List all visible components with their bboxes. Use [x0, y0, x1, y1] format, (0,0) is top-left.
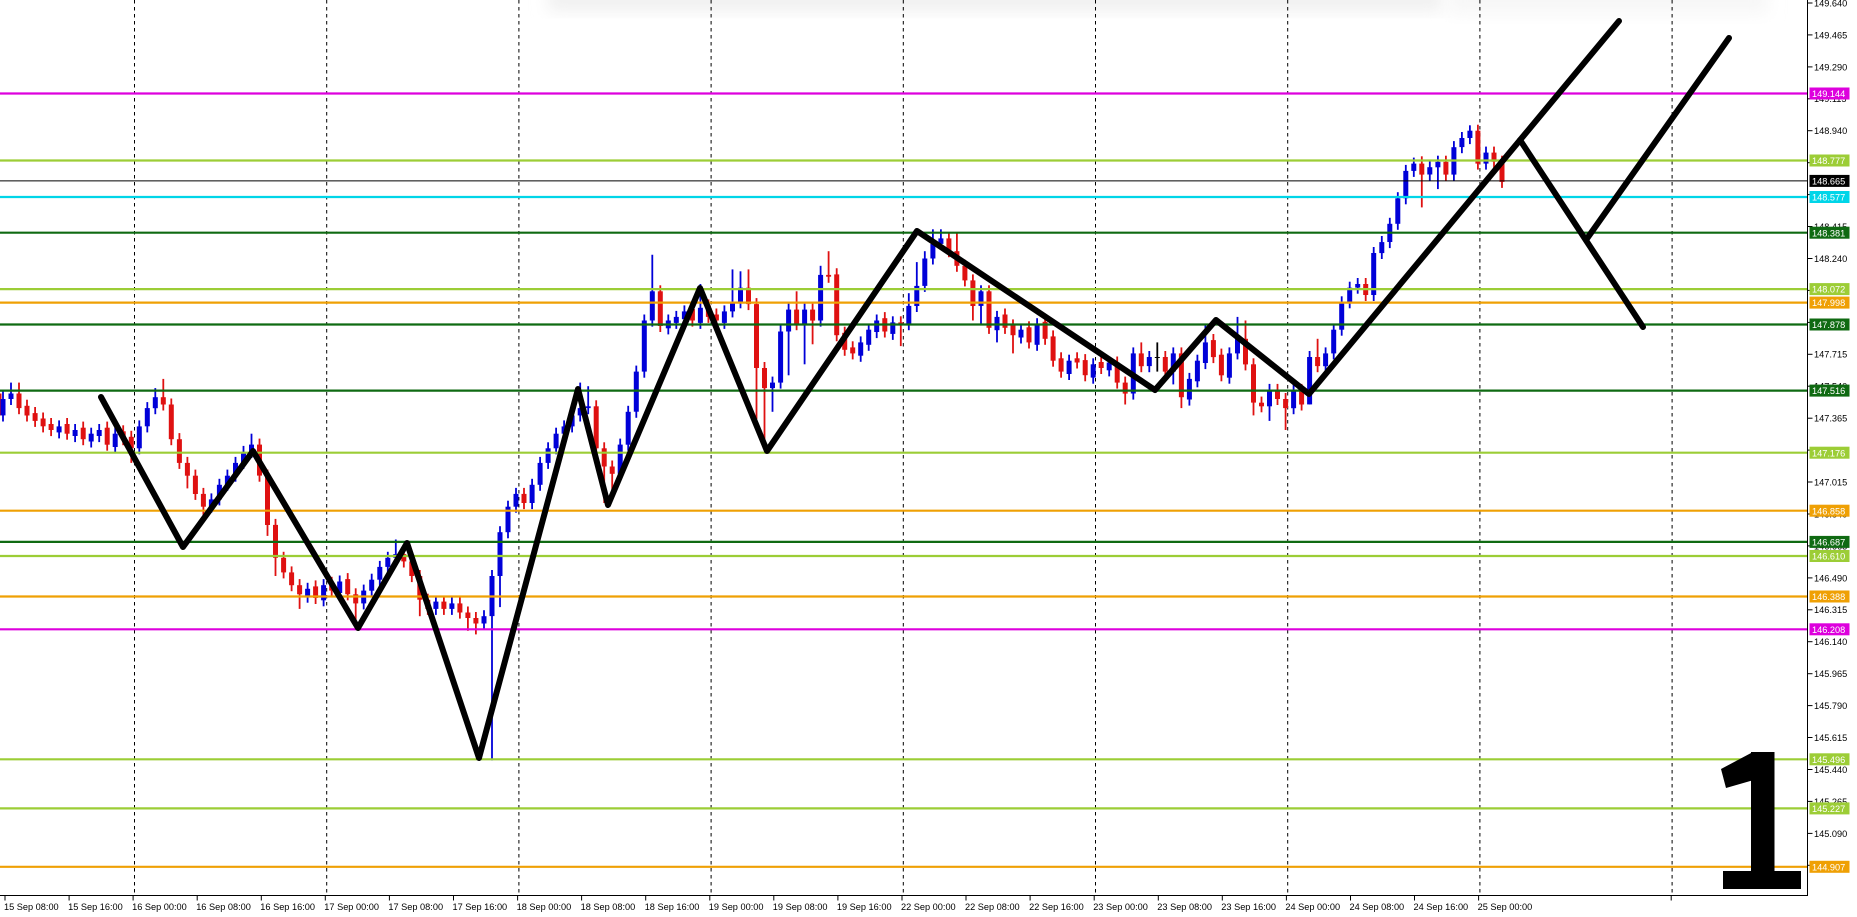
svg-text:15 Sep 08:00: 15 Sep 08:00 [4, 902, 59, 912]
svg-text:145.265: 145.265 [1814, 797, 1847, 807]
svg-text:18 Sep 00:00: 18 Sep 00:00 [517, 902, 572, 912]
svg-text:146.140: 146.140 [1814, 637, 1847, 647]
svg-text:147.878: 147.878 [1812, 320, 1845, 330]
svg-text:148.577: 148.577 [1812, 193, 1845, 203]
svg-text:148.381: 148.381 [1812, 228, 1845, 238]
svg-text:23 Sep 16:00: 23 Sep 16:00 [1221, 902, 1276, 912]
svg-text:15 Sep 16:00: 15 Sep 16:00 [68, 902, 123, 912]
svg-text:145.615: 145.615 [1814, 733, 1847, 743]
svg-text:146.208: 146.208 [1812, 625, 1845, 635]
svg-text:149.144: 149.144 [1812, 89, 1845, 99]
svg-text:18 Sep 16:00: 18 Sep 16:00 [645, 902, 700, 912]
svg-text:147.015: 147.015 [1814, 477, 1847, 487]
svg-text:147.715: 147.715 [1814, 350, 1847, 360]
svg-text:145.790: 145.790 [1814, 701, 1847, 711]
svg-text:25 Sep 00:00: 25 Sep 00:00 [1478, 902, 1533, 912]
svg-text:22 Sep 08:00: 22 Sep 08:00 [965, 902, 1020, 912]
svg-text:144.907: 144.907 [1812, 862, 1845, 872]
svg-text:145.090: 145.090 [1814, 829, 1847, 839]
svg-text:17 Sep 08:00: 17 Sep 08:00 [388, 902, 443, 912]
svg-text:146.610: 146.610 [1812, 552, 1845, 562]
svg-text:149.640: 149.640 [1814, 0, 1847, 8]
svg-text:147.998: 147.998 [1812, 298, 1845, 308]
svg-text:23 Sep 08:00: 23 Sep 08:00 [1157, 902, 1212, 912]
svg-text:148.940: 148.940 [1814, 126, 1847, 136]
svg-text:19 Sep 00:00: 19 Sep 00:00 [709, 902, 764, 912]
svg-text:148.665: 148.665 [1812, 177, 1845, 187]
svg-text:146.315: 146.315 [1814, 605, 1847, 615]
svg-text:16 Sep 08:00: 16 Sep 08:00 [196, 902, 251, 912]
svg-text:146.687: 146.687 [1812, 538, 1845, 548]
svg-text:146.388: 146.388 [1812, 592, 1845, 602]
svg-text:147.516: 147.516 [1812, 386, 1845, 396]
svg-text:22 Sep 00:00: 22 Sep 00:00 [901, 902, 956, 912]
svg-text:19 Sep 08:00: 19 Sep 08:00 [773, 902, 828, 912]
svg-text:22 Sep 16:00: 22 Sep 16:00 [1029, 902, 1084, 912]
svg-text:19 Sep 16:00: 19 Sep 16:00 [837, 902, 892, 912]
svg-text:148.777: 148.777 [1812, 156, 1845, 166]
svg-text:24 Sep 16:00: 24 Sep 16:00 [1414, 902, 1469, 912]
svg-text:146.490: 146.490 [1814, 573, 1847, 583]
svg-text:149.290: 149.290 [1814, 62, 1847, 72]
svg-text:145.440: 145.440 [1814, 765, 1847, 775]
svg-text:149.465: 149.465 [1814, 30, 1847, 40]
svg-text:16 Sep 00:00: 16 Sep 00:00 [132, 902, 187, 912]
svg-text:148.240: 148.240 [1814, 254, 1847, 264]
svg-text:23 Sep 00:00: 23 Sep 00:00 [1093, 902, 1148, 912]
svg-text:145.496: 145.496 [1812, 755, 1845, 765]
svg-text:17 Sep 00:00: 17 Sep 00:00 [324, 902, 379, 912]
svg-text:146.858: 146.858 [1812, 506, 1845, 516]
svg-text:24 Sep 08:00: 24 Sep 08:00 [1350, 902, 1405, 912]
svg-text:147.176: 147.176 [1812, 448, 1845, 458]
svg-text:17 Sep 16:00: 17 Sep 16:00 [453, 902, 508, 912]
svg-text:148.072: 148.072 [1812, 285, 1845, 295]
svg-text:16 Sep 16:00: 16 Sep 16:00 [260, 902, 315, 912]
svg-text:145.227: 145.227 [1812, 804, 1845, 814]
svg-text:147.365: 147.365 [1814, 414, 1847, 424]
svg-text:145.965: 145.965 [1814, 669, 1847, 679]
svg-text:24 Sep 00:00: 24 Sep 00:00 [1285, 902, 1340, 912]
svg-text:18 Sep 08:00: 18 Sep 08:00 [581, 902, 636, 912]
